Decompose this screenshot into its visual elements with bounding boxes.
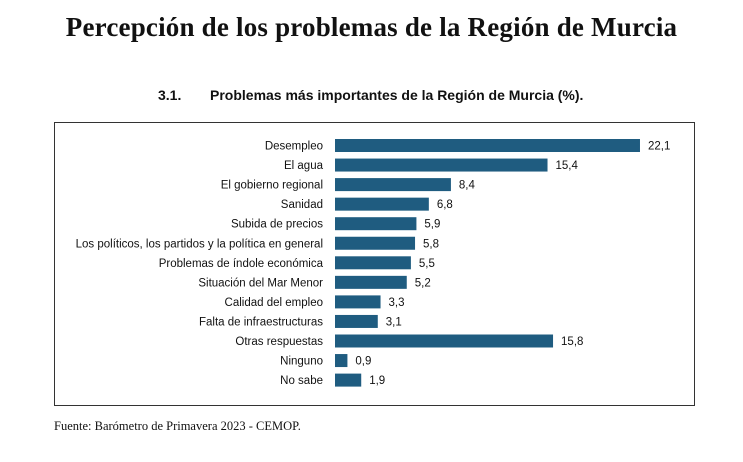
category-label: Los políticos, los partidos y la polític… [76, 238, 323, 250]
category-label: Ninguno [280, 356, 323, 368]
chart-section-title: 3.1. Problemas más importantes de la Regi… [158, 87, 583, 103]
category-label: Falta de infraestructuras [199, 316, 323, 328]
section-title-text: Problemas más importantes de la Región d… [210, 87, 584, 103]
bar [335, 158, 548, 172]
category-label: El gobierno regional [221, 180, 323, 192]
category-label: Subida de precios [231, 219, 323, 231]
bar [335, 275, 407, 289]
source-note: Fuente: Barómetro de Primavera 2023 - CE… [54, 419, 301, 433]
value-label: 5,9 [424, 219, 440, 231]
category-label: El agua [284, 160, 324, 172]
value-label: 15,8 [561, 336, 583, 348]
category-label: Desempleo [265, 141, 323, 153]
bar [335, 373, 362, 387]
bar-chart: Desempleo 22,1 El agua 15,4 El gobierno regi… [76, 139, 670, 387]
category-label: Otras respuestas [235, 336, 323, 348]
bar [335, 236, 416, 250]
value-label: 3,3 [389, 297, 405, 309]
value-label: 8,4 [459, 180, 476, 192]
bar [335, 217, 417, 231]
value-label: 0,9 [355, 356, 371, 368]
bar [335, 178, 451, 192]
bar [335, 256, 411, 270]
value-label: 1,9 [369, 375, 385, 387]
bar [335, 334, 554, 348]
chart-frame: Desempleo 22,1 El agua 15,4 El gobierno regi… [54, 122, 695, 406]
category-label: Problemas de índole económica [159, 258, 324, 270]
value-label: 15,4 [556, 160, 579, 172]
category-label: Calidad del empleo [225, 297, 323, 309]
bar [335, 314, 378, 328]
page-title: Percepción de los problemas de la Región… [65, 12, 678, 42]
bar [335, 197, 429, 211]
bar [335, 354, 348, 368]
value-label: 6,8 [437, 199, 453, 211]
value-label: 3,1 [386, 316, 402, 328]
bar [335, 139, 640, 152]
category-label: Sanidad [281, 199, 323, 211]
value-label: 5,8 [423, 238, 439, 250]
value-label: 5,2 [415, 277, 431, 289]
category-label: No sabe [280, 375, 323, 387]
value-label: 22,1 [648, 141, 670, 153]
value-label: 5,5 [419, 258, 435, 270]
section-number: 3.1. [158, 87, 182, 103]
bar [335, 295, 381, 309]
category-label: Situación del Mar Menor [198, 277, 323, 289]
